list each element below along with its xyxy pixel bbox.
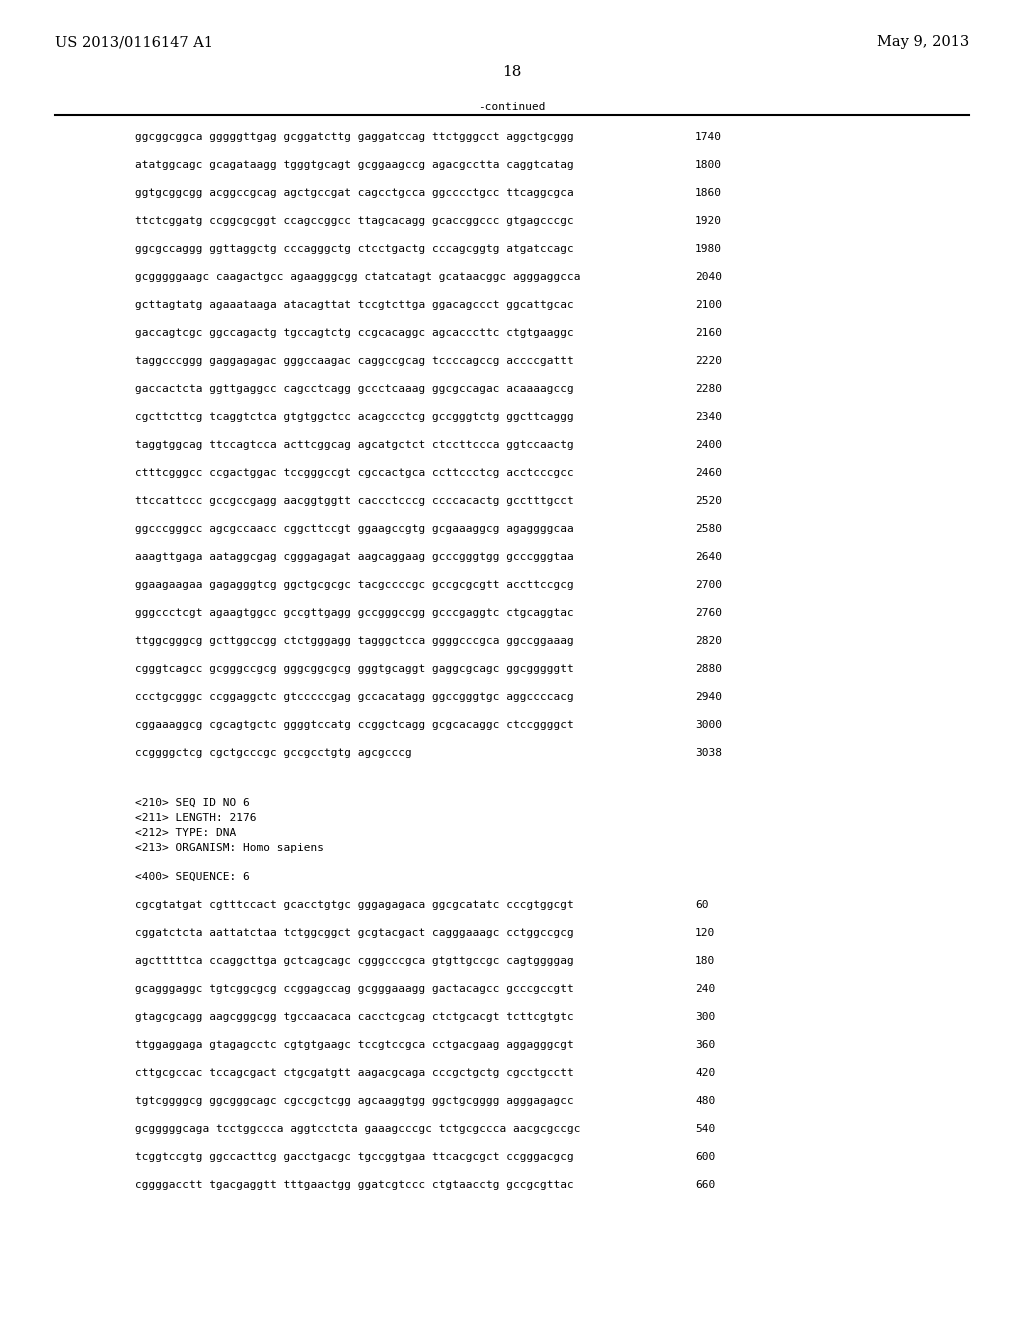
Text: 2220: 2220 [695, 356, 722, 366]
Text: 2880: 2880 [695, 664, 722, 675]
Text: cggaaaggcg cgcagtgctc ggggtccatg ccggctcagg gcgcacaggc ctccggggct: cggaaaggcg cgcagtgctc ggggtccatg ccggctc… [135, 719, 573, 730]
Text: tgtcggggcg ggcgggcagc cgccgctcgg agcaaggtgg ggctgcgggg agggagagcc: tgtcggggcg ggcgggcagc cgccgctcgg agcaagg… [135, 1096, 573, 1106]
Text: 2760: 2760 [695, 609, 722, 618]
Text: ggcccgggcc agcgccaacc cggcttccgt ggaagccgtg gcgaaaggcg agaggggcaa: ggcccgggcc agcgccaacc cggcttccgt ggaagcc… [135, 524, 573, 535]
Text: ttggcgggcg gcttggccgg ctctgggagg tagggctcca ggggcccgca ggccggaaag: ttggcgggcg gcttggccgg ctctgggagg tagggct… [135, 636, 573, 645]
Text: gcttagtatg agaaataaga atacagttat tccgtcttga ggacagccct ggcattgcac: gcttagtatg agaaataaga atacagttat tccgtct… [135, 300, 573, 310]
Text: taggtggcag ttccagtcca acttcggcag agcatgctct ctccttccca ggtccaactg: taggtggcag ttccagtcca acttcggcag agcatgc… [135, 440, 573, 450]
Text: taggcccggg gaggagagac gggccaagac caggccgcag tccccagccg accccgattt: taggcccggg gaggagagac gggccaagac caggccg… [135, 356, 573, 366]
Text: gtagcgcagg aagcgggcgg tgccaacaca cacctcgcag ctctgcacgt tcttcgtgtc: gtagcgcagg aagcgggcgg tgccaacaca cacctcg… [135, 1012, 573, 1022]
Text: ttggaggaga gtagagcctc cgtgtgaagc tccgtccgca cctgacgaag aggagggcgt: ttggaggaga gtagagcctc cgtgtgaagc tccgtcc… [135, 1040, 573, 1049]
Text: ggcgccaggg ggttaggctg cccagggctg ctcctgactg cccagcggtg atgatccagc: ggcgccaggg ggttaggctg cccagggctg ctcctga… [135, 244, 573, 253]
Text: <400> SEQUENCE: 6: <400> SEQUENCE: 6 [135, 873, 250, 882]
Text: ttccattccc gccgccgagg aacggtggtt caccctcccg ccccacactg gcctttgcct: ttccattccc gccgccgagg aacggtggtt caccctc… [135, 496, 573, 506]
Text: <210> SEQ ID NO 6: <210> SEQ ID NO 6 [135, 799, 250, 808]
Text: 60: 60 [695, 900, 709, 909]
Text: ccctgcgggc ccggaggctc gtcccccgag gccacatagg ggccgggtgc aggccccacg: ccctgcgggc ccggaggctc gtcccccgag gccacat… [135, 692, 573, 702]
Text: gcgggggcaga tcctggccca aggtcctcta gaaagcccgc tctgcgccca aacgcgccgc: gcgggggcaga tcctggccca aggtcctcta gaaagc… [135, 1125, 581, 1134]
Text: agctttttca ccaggcttga gctcagcagc cgggcccgca gtgttgccgc cagtggggag: agctttttca ccaggcttga gctcagcagc cgggccc… [135, 956, 573, 966]
Text: 2340: 2340 [695, 412, 722, 422]
Text: 1860: 1860 [695, 187, 722, 198]
Text: 2940: 2940 [695, 692, 722, 702]
Text: 420: 420 [695, 1068, 715, 1078]
Text: ccggggctcg cgctgcccgc gccgcctgtg agcgcccg: ccggggctcg cgctgcccgc gccgcctgtg agcgccc… [135, 748, 412, 758]
Text: cggggacctt tgacgaggtt tttgaactgg ggatcgtccc ctgtaacctg gccgcgttac: cggggacctt tgacgaggtt tttgaactgg ggatcgt… [135, 1180, 573, 1191]
Text: US 2013/0116147 A1: US 2013/0116147 A1 [55, 36, 213, 49]
Text: 3038: 3038 [695, 748, 722, 758]
Text: gaccactcta ggttgaggcc cagcctcagg gccctcaaag ggcgccagac acaaaagccg: gaccactcta ggttgaggcc cagcctcagg gccctca… [135, 384, 573, 393]
Text: gcgggggaagc caagactgcc agaagggcgg ctatcatagt gcataacggc agggaggcca: gcgggggaagc caagactgcc agaagggcgg ctatca… [135, 272, 581, 282]
Text: ttctcggatg ccggcgcggt ccagccggcc ttagcacagg gcaccggccc gtgagcccgc: ttctcggatg ccggcgcggt ccagccggcc ttagcac… [135, 216, 573, 226]
Text: 2640: 2640 [695, 552, 722, 562]
Text: -continued: -continued [478, 102, 546, 112]
Text: 1980: 1980 [695, 244, 722, 253]
Text: cgcttcttcg tcaggtctca gtgtggctcc acagccctcg gccgggtctg ggcttcaggg: cgcttcttcg tcaggtctca gtgtggctcc acagccc… [135, 412, 573, 422]
Text: 300: 300 [695, 1012, 715, 1022]
Text: 2280: 2280 [695, 384, 722, 393]
Text: 180: 180 [695, 956, 715, 966]
Text: cgcgtatgat cgtttccact gcacctgtgc gggagagaca ggcgcatatc cccgtggcgt: cgcgtatgat cgtttccact gcacctgtgc gggagag… [135, 900, 573, 909]
Text: 240: 240 [695, 983, 715, 994]
Text: 1800: 1800 [695, 160, 722, 170]
Text: ggcggcggca gggggttgag gcggatcttg gaggatccag ttctgggcct aggctgcggg: ggcggcggca gggggttgag gcggatcttg gaggatc… [135, 132, 573, 143]
Text: gggccctcgt agaagtggcc gccgttgagg gccgggccgg gcccgaggtc ctgcaggtac: gggccctcgt agaagtggcc gccgttgagg gccgggc… [135, 609, 573, 618]
Text: atatggcagc gcagataagg tgggtgcagt gcggaagccg agacgcctta caggtcatag: atatggcagc gcagataagg tgggtgcagt gcggaag… [135, 160, 573, 170]
Text: 480: 480 [695, 1096, 715, 1106]
Text: 360: 360 [695, 1040, 715, 1049]
Text: tcggtccgtg ggccacttcg gacctgacgc tgccggtgaa ttcacgcgct ccgggacgcg: tcggtccgtg ggccacttcg gacctgacgc tgccggt… [135, 1152, 573, 1162]
Text: cggatctcta aattatctaa tctggcggct gcgtacgact cagggaaagc cctggccgcg: cggatctcta aattatctaa tctggcggct gcgtacg… [135, 928, 573, 939]
Text: 2700: 2700 [695, 579, 722, 590]
Text: 3000: 3000 [695, 719, 722, 730]
Text: 2820: 2820 [695, 636, 722, 645]
Text: 18: 18 [503, 65, 521, 79]
Text: 540: 540 [695, 1125, 715, 1134]
Text: <213> ORGANISM: Homo sapiens: <213> ORGANISM: Homo sapiens [135, 843, 324, 853]
Text: ctttcgggcc ccgactggac tccgggccgt cgccactgca ccttccctcg acctcccgcc: ctttcgggcc ccgactggac tccgggccgt cgccact… [135, 469, 573, 478]
Text: 2040: 2040 [695, 272, 722, 282]
Text: ggtgcggcgg acggccgcag agctgccgat cagcctgcca ggcccctgcc ttcaggcgca: ggtgcggcgg acggccgcag agctgccgat cagcctg… [135, 187, 573, 198]
Text: 660: 660 [695, 1180, 715, 1191]
Text: ggaagaagaa gagagggtcg ggctgcgcgc tacgccccgc gccgcgcgtt accttccgcg: ggaagaagaa gagagggtcg ggctgcgcgc tacgccc… [135, 579, 573, 590]
Text: 2460: 2460 [695, 469, 722, 478]
Text: 600: 600 [695, 1152, 715, 1162]
Text: 1920: 1920 [695, 216, 722, 226]
Text: <211> LENGTH: 2176: <211> LENGTH: 2176 [135, 813, 256, 822]
Text: 2580: 2580 [695, 524, 722, 535]
Text: 2160: 2160 [695, 327, 722, 338]
Text: 120: 120 [695, 928, 715, 939]
Text: 2100: 2100 [695, 300, 722, 310]
Text: 2520: 2520 [695, 496, 722, 506]
Text: 1740: 1740 [695, 132, 722, 143]
Text: gaccagtcgc ggccagactg tgccagtctg ccgcacaggc agcacccttc ctgtgaaggc: gaccagtcgc ggccagactg tgccagtctg ccgcaca… [135, 327, 573, 338]
Text: gcagggaggc tgtcggcgcg ccggagccag gcgggaaagg gactacagcc gcccgccgtt: gcagggaggc tgtcggcgcg ccggagccag gcgggaa… [135, 983, 573, 994]
Text: May 9, 2013: May 9, 2013 [877, 36, 969, 49]
Text: cttgcgccac tccagcgact ctgcgatgtt aagacgcaga cccgctgctg cgcctgcctt: cttgcgccac tccagcgact ctgcgatgtt aagacgc… [135, 1068, 573, 1078]
Text: aaagttgaga aataggcgag cgggagagat aagcaggaag gcccgggtgg gcccgggtaa: aaagttgaga aataggcgag cgggagagat aagcagg… [135, 552, 573, 562]
Text: cgggtcagcc gcgggccgcg gggcggcgcg gggtgcaggt gaggcgcagc ggcgggggtt: cgggtcagcc gcgggccgcg gggcggcgcg gggtgca… [135, 664, 573, 675]
Text: <212> TYPE: DNA: <212> TYPE: DNA [135, 828, 237, 838]
Text: 2400: 2400 [695, 440, 722, 450]
